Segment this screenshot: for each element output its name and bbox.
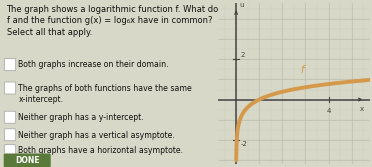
Text: Both graphs have a horizontal asymptote.: Both graphs have a horizontal asymptote. bbox=[19, 146, 184, 155]
Text: Neither graph has a vertical asymptote.: Neither graph has a vertical asymptote. bbox=[19, 131, 175, 140]
Text: u: u bbox=[240, 2, 244, 8]
FancyBboxPatch shape bbox=[4, 111, 16, 123]
Text: x: x bbox=[360, 106, 364, 112]
FancyBboxPatch shape bbox=[4, 145, 16, 157]
Text: 2: 2 bbox=[240, 52, 245, 58]
Text: Neither graph has a y-intercept.: Neither graph has a y-intercept. bbox=[19, 113, 144, 122]
Text: 4: 4 bbox=[326, 108, 331, 114]
FancyBboxPatch shape bbox=[4, 59, 16, 71]
FancyBboxPatch shape bbox=[4, 82, 16, 94]
Text: DONE: DONE bbox=[15, 156, 39, 165]
FancyBboxPatch shape bbox=[4, 129, 16, 141]
Text: f: f bbox=[301, 65, 304, 75]
Text: Both graphs increase on their domain.: Both graphs increase on their domain. bbox=[19, 60, 169, 69]
Text: The graphs of both functions have the same
x-intercept.: The graphs of both functions have the sa… bbox=[19, 84, 192, 104]
FancyBboxPatch shape bbox=[4, 153, 51, 167]
Text: -2: -2 bbox=[240, 141, 247, 147]
Text: The graph shows a logarithmic function f. What do
f and the function g(x) = log₆: The graph shows a logarithmic function f… bbox=[7, 5, 219, 37]
